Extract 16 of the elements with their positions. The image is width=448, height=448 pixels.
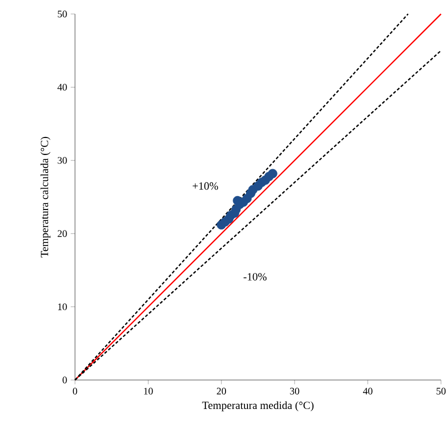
- x-tick-label: 40: [363, 388, 372, 394]
- y-axis-title: Temperatura calculada (°C): [40, 136, 50, 258]
- y-tick-label: 20: [58, 230, 67, 237]
- y-tick-label: 40: [57, 84, 67, 91]
- x-tick-label: 0: [72, 388, 78, 394]
- annotation: +10%: [192, 182, 218, 190]
- y-tick-label: 50: [58, 10, 67, 18]
- x-tick-label: 30: [290, 388, 300, 394]
- x-tick-label: 50: [436, 388, 446, 394]
- x-axis-title: Temperatura medida (°C): [202, 401, 314, 412]
- y-tick-label: 30: [58, 157, 67, 164]
- x-tick-label: 10: [144, 388, 153, 394]
- y-tick-label: 10: [58, 303, 67, 310]
- x-tick-label: 20: [216, 388, 226, 394]
- y-tick-label: 0: [62, 376, 67, 384]
- annotation: -10%: [244, 273, 267, 280]
